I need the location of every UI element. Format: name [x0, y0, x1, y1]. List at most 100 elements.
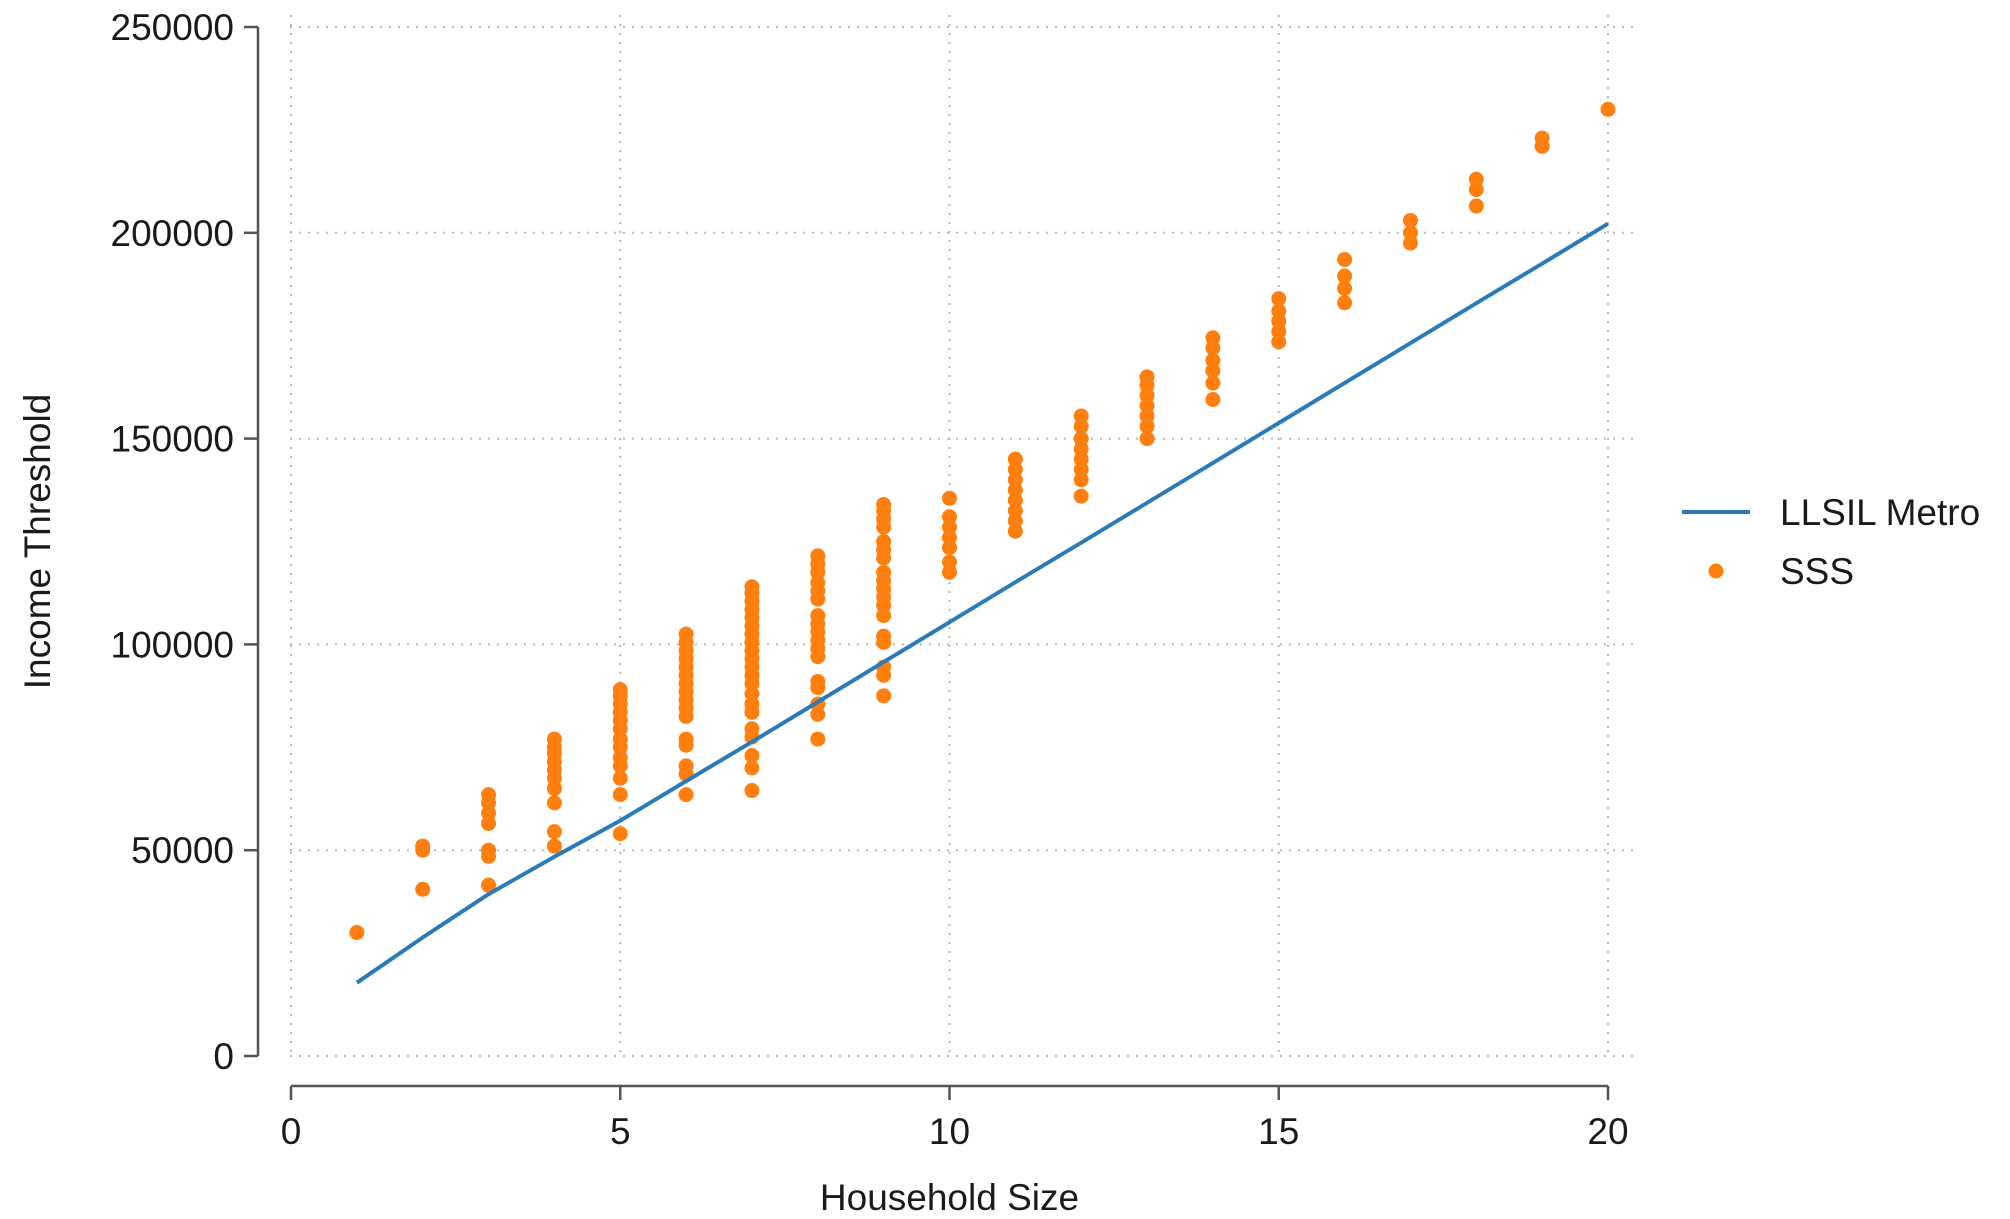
- sss-data-point: [1139, 369, 1155, 385]
- sss-data-point: [1073, 408, 1089, 424]
- sss-data-point: [1205, 340, 1221, 356]
- sss-data-point: [942, 529, 957, 545]
- sss-data-point: [942, 540, 957, 556]
- x-axis-ticks: 0 5 10 15 20: [281, 1086, 1629, 1152]
- sss-data-point: [415, 838, 431, 854]
- sss-data-point: [481, 842, 497, 858]
- sss-data-point: [1139, 387, 1155, 403]
- legend-label-sss: SSS: [1780, 551, 1854, 592]
- sss-data-point: [1271, 313, 1287, 329]
- sss-data-point: [810, 706, 826, 722]
- sss-data-point: [612, 750, 628, 766]
- x-tick-label: 10: [929, 1111, 970, 1152]
- sss-data-point: [1139, 431, 1155, 447]
- sss-data-point: [546, 780, 562, 796]
- sss-data-point: [481, 805, 497, 821]
- sss-data-point: [810, 673, 826, 689]
- sss-data-point: [876, 534, 892, 549]
- sss-data-point: [744, 696, 760, 712]
- sss-data-point: [876, 608, 892, 624]
- y-axis-label: Income Threshold: [17, 394, 58, 689]
- y-tick-label: 0: [213, 1036, 234, 1077]
- sss-data-point: [546, 824, 562, 840]
- sss-data-point: [678, 787, 694, 803]
- sss-data-point: [744, 760, 760, 776]
- sss-data-point: [1073, 431, 1089, 447]
- sss-data-point: [1073, 488, 1089, 504]
- y-tick-label: 100000: [111, 624, 234, 665]
- sss-data-point: [942, 519, 957, 535]
- sss-data-point: [942, 554, 957, 570]
- sss-data-point: [1007, 523, 1023, 539]
- sss-data-point: [481, 787, 497, 803]
- sss-data-point: [415, 881, 431, 897]
- sss-data-point: [810, 575, 826, 591]
- sss-data-point: [546, 731, 562, 747]
- sss-data-point: [612, 682, 628, 698]
- y-tick-label: 50000: [131, 830, 234, 871]
- sss-data-point: [1205, 352, 1221, 368]
- sss-data-point: [546, 795, 562, 811]
- sss-data-point: [1468, 182, 1484, 198]
- x-tick-label: 15: [1258, 1111, 1299, 1152]
- sss-data-point: [810, 548, 826, 564]
- sss-data-point: [1402, 212, 1418, 228]
- sss-data-point: [1073, 451, 1089, 467]
- sss-data-point: [1600, 101, 1616, 117]
- sss-data-point: [1271, 334, 1287, 350]
- sss-data-point: [546, 838, 562, 854]
- sss-data-point: [1073, 472, 1089, 488]
- sss-data-point: [744, 783, 760, 799]
- y-axis-ticks: 0 50000 100000 150000 200000 250000: [111, 7, 258, 1077]
- grid: [290, 15, 1633, 1057]
- sss-data-point: [1007, 451, 1023, 467]
- sss-data-point: [349, 925, 365, 941]
- sss-data-point: [678, 758, 694, 774]
- sss-data-point: [1402, 225, 1418, 241]
- sss-data-point: [1468, 171, 1484, 187]
- sss-data-point: [481, 815, 497, 831]
- sss-data-point: [1337, 252, 1353, 268]
- sss-data-point: [1007, 503, 1023, 519]
- sss-data-point: [1205, 330, 1221, 346]
- plot-area: [349, 101, 1616, 985]
- x-axis-label: Household Size: [820, 1177, 1079, 1218]
- llsil-metro-line: [355, 221, 1610, 985]
- sss-data-point: [810, 731, 826, 747]
- sss-data-point: [1205, 375, 1221, 391]
- y-tick-label: 250000: [111, 7, 234, 48]
- sss-data-point: [744, 721, 760, 737]
- y-tick-label: 150000: [111, 419, 234, 460]
- sss-data-point: [1271, 303, 1287, 319]
- sss-data-point: [876, 564, 892, 580]
- sss-data-point: [612, 826, 628, 842]
- sss-data-point: [1073, 461, 1089, 477]
- sss-data-point: [810, 608, 826, 624]
- sss-data-point: [744, 686, 760, 702]
- sss-data-point: [1271, 324, 1287, 340]
- sss-data-point: [1007, 492, 1023, 508]
- legend: LLSIL Metro SSS: [1682, 492, 1980, 592]
- sss-data-point: [1468, 198, 1484, 214]
- x-tick-label: 20: [1587, 1111, 1628, 1152]
- legend-swatch-sss: [1708, 563, 1724, 579]
- sss-data-point: [1139, 418, 1155, 434]
- sss-data-point: [1205, 363, 1221, 379]
- sss-data-point: [1534, 130, 1550, 146]
- sss-data-point: [876, 688, 892, 704]
- sss-data-point: [1271, 291, 1287, 307]
- sss-data-point: [1007, 482, 1023, 498]
- sss-data-point: [942, 490, 957, 506]
- x-tick-label: 0: [281, 1111, 302, 1152]
- sss-data-point: [481, 877, 497, 893]
- sss-data-point: [612, 787, 628, 803]
- sss-data-point: [1337, 295, 1353, 311]
- sss-data-point: [1337, 280, 1353, 296]
- sss-data-point: [1007, 513, 1023, 529]
- sss-data-point: [612, 770, 628, 786]
- sss-data-point: [678, 731, 694, 747]
- legend-label-llsil-metro: LLSIL Metro: [1780, 492, 1980, 533]
- sss-data-point: [1007, 461, 1023, 477]
- sss-data-point: [612, 731, 628, 747]
